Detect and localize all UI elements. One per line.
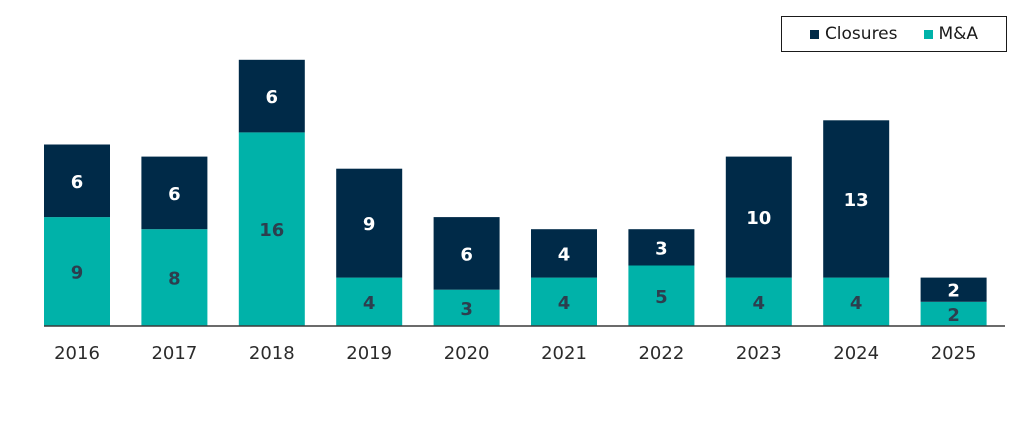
bar-closures-2016 bbox=[44, 144, 110, 218]
bar-closures-2022 bbox=[628, 229, 695, 266]
value-label-closures-2020: 6 bbox=[460, 244, 473, 265]
x-tick-2020: 2020 bbox=[444, 343, 490, 364]
legend-item-ma: M&A bbox=[923, 24, 979, 44]
legend-label-closures: Closures bbox=[824, 24, 898, 44]
legend-swatch-ma bbox=[923, 29, 933, 39]
x-tick-2018: 2018 bbox=[249, 343, 295, 364]
x-tick-2023: 2023 bbox=[736, 343, 782, 364]
bar-ma-2023 bbox=[725, 277, 792, 326]
bar-closures-2025 bbox=[920, 277, 987, 302]
bar-ma-2017 bbox=[141, 229, 208, 326]
bar-closures-2019 bbox=[336, 168, 403, 278]
value-label-closures-2016: 6 bbox=[71, 172, 84, 193]
value-label-closures-2021: 4 bbox=[558, 244, 571, 265]
legend-swatch-closures bbox=[809, 29, 819, 39]
bar-ma-2016 bbox=[44, 217, 110, 326]
x-tick-2022: 2022 bbox=[638, 343, 684, 364]
x-tick-2016: 2016 bbox=[54, 343, 100, 364]
legend-item-closures: Closures bbox=[809, 24, 898, 44]
bar-closures-2023 bbox=[725, 156, 792, 278]
x-tick-2019: 2019 bbox=[346, 343, 392, 364]
value-label-closures-2018: 6 bbox=[266, 87, 279, 108]
bar-closures-2021 bbox=[531, 229, 597, 278]
bar-ma-2022 bbox=[628, 265, 695, 326]
value-label-ma-2021: 4 bbox=[558, 293, 571, 314]
value-label-ma-2018: 16 bbox=[259, 220, 284, 241]
value-label-ma-2025: 2 bbox=[947, 305, 960, 326]
bar-ma-2024 bbox=[823, 277, 890, 326]
value-label-ma-2016: 9 bbox=[71, 263, 84, 284]
value-label-closures-2024: 13 bbox=[844, 190, 869, 211]
value-label-ma-2023: 4 bbox=[753, 293, 766, 314]
x-tick-labels: 2016 2017 2018 2019 2020 2021 2022 2023 2024 2025 bbox=[54, 343, 976, 364]
x-tick-2024: 2024 bbox=[833, 343, 879, 364]
value-label-ma-2019: 4 bbox=[363, 293, 376, 314]
x-tick-2021: 2021 bbox=[541, 343, 587, 364]
bar-closures-2020 bbox=[433, 217, 500, 290]
bar-ma-2025 bbox=[920, 301, 987, 326]
bar-closures-2024 bbox=[823, 120, 890, 278]
value-label-closures-2019: 9 bbox=[363, 214, 376, 235]
value-label-closures-2023: 10 bbox=[746, 208, 771, 229]
bars-layer bbox=[44, 59, 987, 326]
value-label-ma-2022: 5 bbox=[655, 287, 668, 308]
bar-ma-2021 bbox=[531, 277, 597, 326]
value-label-ma-2020: 3 bbox=[460, 299, 473, 320]
value-label-ma-2017: 8 bbox=[168, 269, 181, 290]
x-tick-2017: 2017 bbox=[151, 343, 197, 364]
bar-closures-2018 bbox=[238, 59, 305, 133]
value-label-ma-2024: 4 bbox=[850, 293, 863, 314]
value-label-closures-2017: 6 bbox=[168, 184, 181, 205]
value-label-closures-2022: 3 bbox=[655, 238, 668, 259]
bar-closures-2017 bbox=[141, 156, 208, 230]
legend-label-ma: M&A bbox=[938, 24, 979, 44]
legend: Closures M&A bbox=[781, 16, 1007, 52]
value-label-closures-2025: 2 bbox=[947, 281, 960, 302]
x-tick-2025: 2025 bbox=[931, 343, 977, 364]
bar-ma-2020 bbox=[433, 289, 500, 326]
bar-ma-2019 bbox=[336, 277, 403, 326]
bar-ma-2018 bbox=[238, 132, 305, 326]
